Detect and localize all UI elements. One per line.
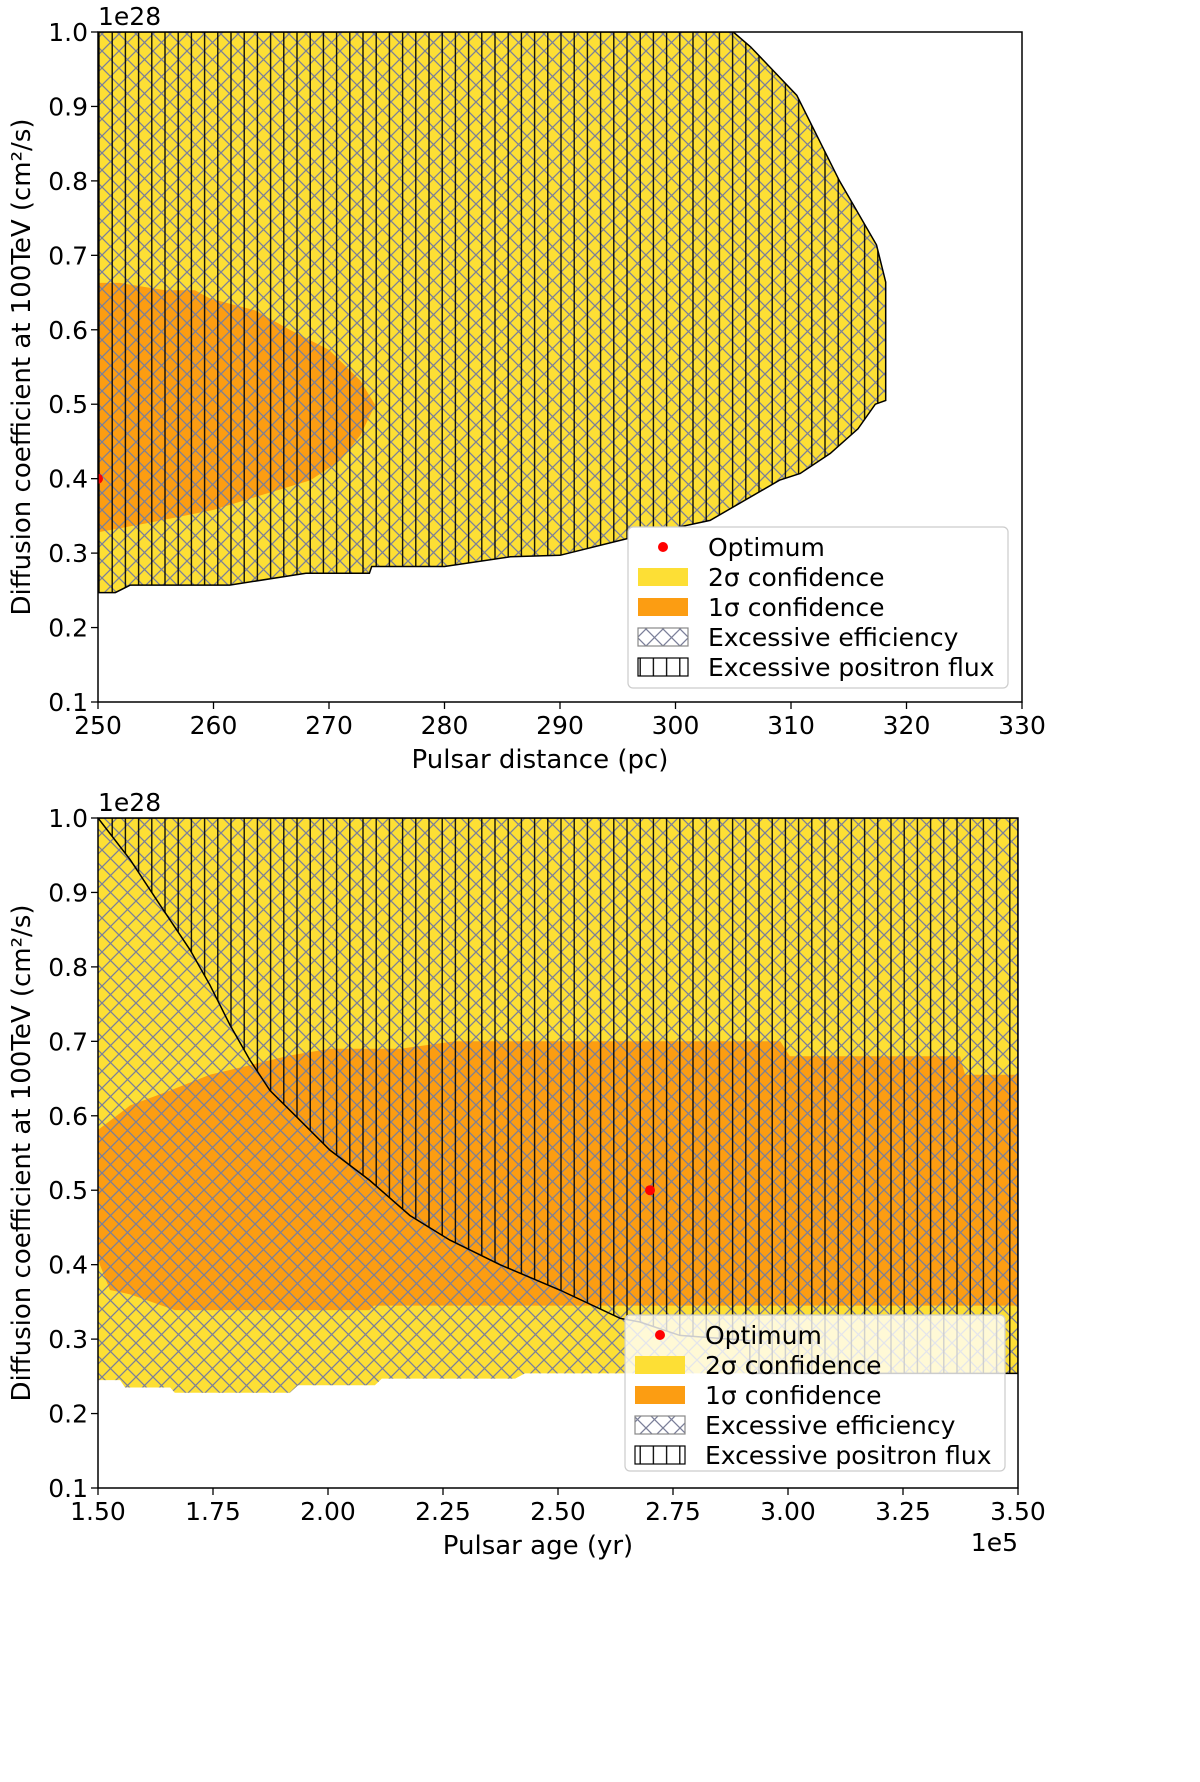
x-axis-label: Pulsar age (yr) [443,1531,633,1561]
legend-sigma1-swatch [638,598,688,616]
y-tick-label: 0.3 [48,539,88,568]
legend-label-excessive-efficiency: Excessive efficiency [708,623,959,652]
y-tick-label: 0.3 [48,1325,88,1354]
y-tick-label: 0.5 [48,1176,88,1205]
plot-area [98,32,887,594]
y-axis-label: Diffusion coefficient at 100TeV (cm²/s) [7,118,37,615]
top-panel-distance: 250 260 270 280 290 300 310 320 330 0.1 0.2 0.3 0.4 0… [7,2,1046,775]
legend-efficiency-swatch [637,627,689,647]
x-tick-label: 310 [767,711,815,740]
y-offset-label: 1e28 [98,2,161,31]
x-tick-label: 300 [652,711,700,740]
legend-sigma2-swatch [635,1356,685,1374]
x-axis-label: Pulsar distance (pc) [412,745,669,775]
optimum-point [98,473,103,484]
x-tick-label: 250 [74,711,122,740]
y-tick-label: 0.6 [48,316,88,345]
y-offset-label: 1e28 [98,788,161,817]
legend-box [627,526,1009,689]
x-tick-label: 290 [536,711,584,740]
legend-label-optimum: Optimum [705,1321,822,1350]
y-tick-label: 0.7 [48,1027,88,1056]
x-tick-label: 330 [998,711,1046,740]
x-tick-label: 2.50 [530,1497,586,1526]
x-tick-label: 1.50 [70,1497,126,1526]
legend-label-sigma2: 2σ confidence [705,1351,882,1380]
y-tick-label: 0.5 [48,390,88,419]
legend-efficiency-swatch [634,1415,686,1435]
x-tick-label: 260 [190,711,238,740]
legend-label-sigma1: 1σ confidence [705,1381,882,1410]
x-offset-label: 1e5 [971,1528,1018,1557]
x-tick-label: 1.75 [185,1497,241,1526]
legend-label-optimum: Optimum [708,533,825,562]
y-tick-label: 0.1 [48,688,88,717]
y-axis-label: Diffusion coefficient at 100TeV (cm²/s) [7,904,37,1401]
y-tick-label: 0.7 [48,241,88,270]
bottom-panel-age: 1.50 1.75 2.00 2.25 2.50 2.75 3.00 3.25 3.50 0.1 0… [7,788,1046,1561]
legend-sigma1-swatch [635,1386,685,1404]
legend-label-excessive-positron-flux: Excessive positron flux [708,653,995,682]
legend-label-sigma1: 1σ confidence [708,593,885,622]
y-tick-label: 1.0 [48,18,88,47]
legend-box [624,1314,1006,1472]
y-tick-label: 0.1 [48,1474,88,1503]
legend-label-sigma2: 2σ confidence [708,563,885,592]
y-tick-label: 0.4 [48,465,88,494]
excessive-positron-flux-hatch [98,32,887,594]
y-tick-label: 0.6 [48,1102,88,1131]
optimum-point [645,1185,655,1196]
legend-optimum-marker [658,542,668,552]
y-tick-label: 0.9 [48,92,88,121]
legend-sigma2-swatch [638,568,688,586]
x-tick-label: 3.50 [990,1497,1046,1526]
x-tick-label: 2.75 [645,1497,701,1526]
y-tick-label: 0.2 [48,1400,88,1429]
plot-area [98,818,1018,1393]
y-tick-label: 1.0 [48,804,88,833]
legend-positron-flux-swatch [634,1445,686,1465]
x-tick-label: 3.00 [760,1497,816,1526]
legend-label-excessive-positron-flux: Excessive positron flux [705,1441,992,1470]
y-tick-label: 0.8 [48,167,88,196]
x-tick-label: 320 [883,711,931,740]
x-tick-label: 2.00 [300,1497,356,1526]
legend-optimum-marker [655,1330,665,1340]
y-tick-label: 0.9 [48,878,88,907]
y-tick-label: 0.4 [48,1251,88,1280]
x-tick-label: 3.25 [875,1497,931,1526]
legend-positron-flux-swatch [637,657,689,677]
y-tick-label: 0.2 [48,614,88,643]
x-tick-label: 2.25 [415,1497,471,1526]
x-tick-label: 280 [421,711,469,740]
x-tick-label: 270 [305,711,353,740]
y-tick-label: 0.8 [48,953,88,982]
legend-label-excessive-efficiency: Excessive efficiency [705,1411,956,1440]
